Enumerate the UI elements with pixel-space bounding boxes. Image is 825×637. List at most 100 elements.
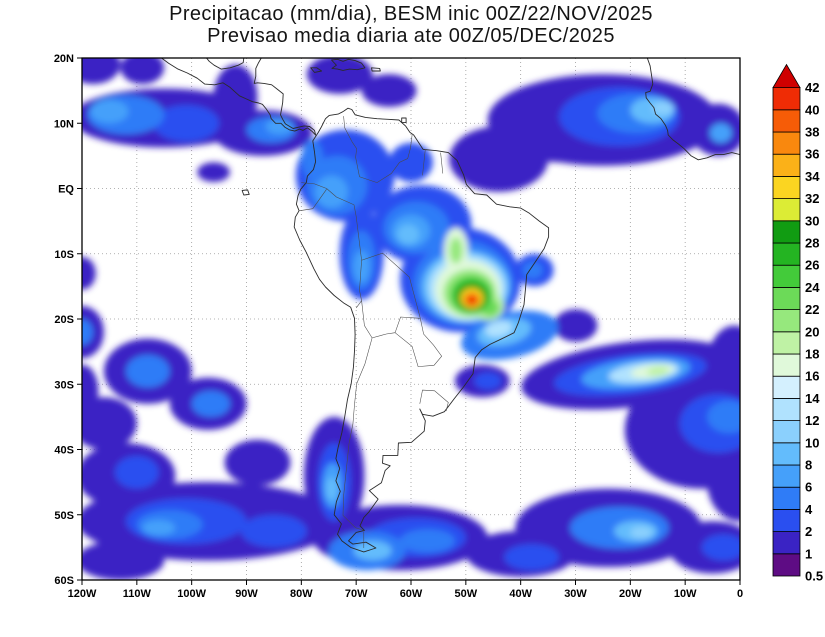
precip-blob: [241, 514, 307, 548]
precip-blob: [474, 372, 502, 390]
country-border: [394, 316, 421, 333]
colorbar-label: 6: [805, 480, 812, 495]
precip-blob: [709, 123, 732, 143]
colorbar-label: 14: [805, 391, 820, 406]
colorbar-band: [772, 375, 801, 399]
lon-tick-label: 10W: [674, 588, 697, 600]
colorbar-label: 24: [805, 280, 820, 295]
colorbar-band: [772, 242, 801, 266]
precip-blob: [301, 139, 324, 179]
colorbar-label: 36: [805, 147, 819, 162]
precip-blob: [652, 101, 675, 115]
colorbar-band: [772, 286, 801, 310]
colorbar-label: 42: [805, 80, 819, 95]
country-border: [342, 337, 373, 531]
colorbar-label: 22: [805, 302, 819, 317]
precip-blob: [82, 364, 99, 417]
lat-tick-label: 50S: [54, 510, 74, 522]
precip-blob: [389, 142, 433, 182]
country-border: [301, 182, 327, 189]
country-border: [394, 318, 443, 367]
precip-blob: [265, 118, 294, 135]
precip-blob: [82, 397, 137, 450]
lon-tick-label: 30W: [564, 588, 587, 600]
lon-tick-label: 80W: [290, 588, 313, 600]
precip-blob: [646, 366, 669, 376]
lat-tick-label: 10S: [54, 249, 74, 261]
colorbar-band: [772, 442, 801, 466]
precip-blob: [485, 320, 513, 337]
country-border: [355, 260, 362, 309]
precip-blob: [82, 58, 121, 85]
colorbar-band: [772, 87, 801, 111]
coastline-africa: [645, 58, 740, 161]
lon-tick-label: 0: [737, 588, 743, 600]
lat-tick-label: 30S: [54, 379, 74, 391]
colorbar-band: [772, 264, 801, 288]
country-border: [419, 389, 449, 412]
precip-blob: [449, 126, 549, 192]
colorbar: 0.51246810121416182022242628303234363840…: [772, 63, 823, 584]
colorbar-band: [772, 331, 801, 355]
coastline-galapagos: [241, 189, 250, 196]
colorbar-arrow: [772, 63, 801, 88]
plot-title: Precipitacao (mm/dia), BESM inic 00Z/22/…: [169, 3, 653, 25]
precip-blob: [82, 257, 96, 290]
colorbar-label: 28: [805, 236, 819, 251]
lon-tick-label: 100W: [177, 588, 206, 600]
coastline-trinidad: [401, 117, 407, 124]
country-border: [361, 300, 373, 339]
country-border: [422, 149, 426, 176]
precip-blob: [707, 325, 740, 404]
colorbar-label: 16: [805, 369, 819, 384]
precip-blob: [142, 520, 176, 536]
precip-blob: [82, 319, 93, 346]
lat-tick-label: 60S: [54, 575, 74, 587]
precip-blob: [82, 540, 165, 580]
colorbar-label: 2: [805, 524, 812, 539]
colorbar-band: [772, 175, 801, 199]
precip-blob: [90, 99, 129, 124]
lon-tick-label: 20W: [619, 588, 642, 600]
lon-tick-label: 60W: [400, 588, 423, 600]
precip-blob: [701, 534, 740, 561]
colorbar-band: [772, 220, 801, 244]
coastline-central-america: [161, 58, 317, 136]
plot-subtitle: Previsao media diaria ate 00Z/05/DEC/202…: [207, 25, 615, 47]
precip-blob: [522, 261, 543, 279]
precip-blob: [707, 400, 740, 434]
precip-blob: [224, 439, 291, 486]
lon-tick-label: 90W: [235, 588, 258, 600]
precip-blob: [353, 250, 370, 284]
precip-blob: [315, 175, 348, 209]
colorbar-band: [772, 353, 801, 377]
lat-tick-label: 40S: [54, 445, 74, 457]
colorbar-label: 34: [805, 169, 820, 184]
colorbar-band: [772, 508, 801, 532]
country-border: [326, 188, 362, 261]
colorbar-band: [772, 420, 801, 444]
country-border: [361, 252, 421, 319]
coastline-jamaica: [310, 67, 323, 73]
precip-blob: [553, 309, 598, 342]
colorbar-band: [772, 531, 801, 555]
colorbar-band: [772, 153, 801, 177]
precip-blob: [467, 295, 477, 305]
axis-labels: 120W 110W 100W 90W 80W 70W 60W 50W 40W 30W 20W 10W 0…: [54, 53, 743, 600]
precip-blob: [353, 540, 392, 561]
colorbar-label: 30: [805, 213, 819, 228]
precip-blob: [361, 74, 417, 107]
country-border: [440, 152, 444, 174]
lon-tick-label: 70W: [345, 588, 368, 600]
colorbar-label: 38: [805, 125, 819, 140]
country-border: [299, 189, 327, 211]
precip-blob: [120, 58, 165, 85]
lon-tick-label: 40W: [509, 588, 532, 600]
colorbar-label: 40: [805, 102, 819, 117]
coastline-south-america: [293, 107, 550, 553]
precip-blob: [306, 58, 373, 94]
country-border: [343, 116, 360, 177]
colorbar-label: 18: [805, 347, 819, 362]
